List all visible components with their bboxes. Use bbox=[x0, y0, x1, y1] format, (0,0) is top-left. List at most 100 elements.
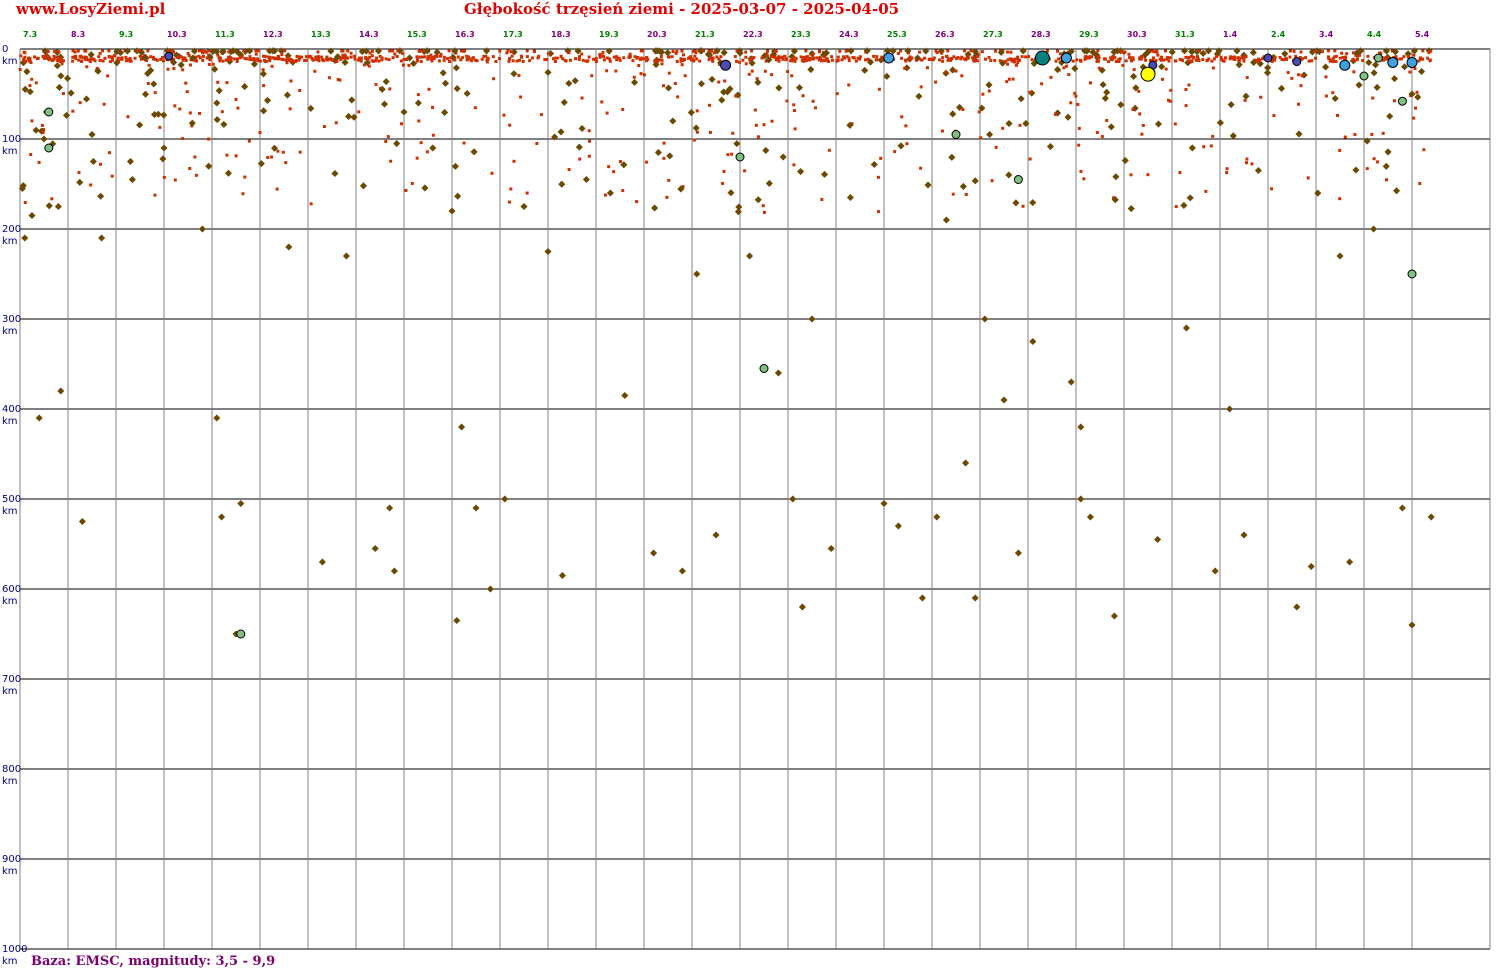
quake-point-large bbox=[44, 143, 54, 153]
quake-point bbox=[815, 56, 819, 60]
quake-point bbox=[1197, 59, 1201, 63]
quake-point bbox=[1240, 531, 1248, 539]
quake-point bbox=[1239, 56, 1243, 60]
quake-point bbox=[1140, 54, 1144, 58]
quake-point bbox=[227, 55, 231, 59]
quake-point bbox=[1256, 59, 1260, 63]
quake-point bbox=[248, 55, 252, 59]
quake-point bbox=[99, 162, 103, 166]
quake-point bbox=[687, 109, 695, 117]
quake-point bbox=[1180, 59, 1184, 63]
quake-point bbox=[151, 57, 155, 61]
quake-point bbox=[752, 55, 756, 59]
quake-point bbox=[605, 56, 609, 60]
quake-point bbox=[639, 72, 643, 76]
quake-point bbox=[1211, 134, 1215, 138]
quake-point bbox=[903, 66, 907, 70]
quake-point bbox=[155, 58, 159, 62]
quake-point bbox=[637, 64, 641, 68]
quake-point bbox=[498, 49, 502, 53]
quake-point bbox=[1054, 59, 1058, 63]
quake-point bbox=[1270, 59, 1274, 63]
quake-point bbox=[811, 99, 815, 103]
quake-point bbox=[587, 55, 591, 59]
quake-point bbox=[116, 56, 120, 60]
quake-point bbox=[830, 55, 834, 59]
quake-point bbox=[627, 55, 631, 59]
quake-point bbox=[1428, 59, 1432, 63]
quake-point bbox=[89, 183, 93, 187]
quake-point bbox=[558, 571, 566, 580]
y-tick-unit: km bbox=[2, 146, 18, 157]
quake-point bbox=[1229, 55, 1233, 59]
quake-point bbox=[1327, 57, 1331, 61]
quake-point bbox=[470, 148, 478, 156]
quake-point bbox=[1122, 51, 1126, 55]
quake-point bbox=[129, 59, 133, 63]
site-logo-text[interactable]: www.LosyZiemi.pl bbox=[16, 0, 166, 18]
quake-point bbox=[956, 103, 964, 111]
quake-point bbox=[284, 161, 288, 165]
quake-point bbox=[948, 153, 956, 161]
quake-point bbox=[695, 57, 699, 61]
x-tick-label: 8.3 bbox=[71, 30, 85, 39]
quake-point bbox=[23, 55, 27, 59]
quake-point bbox=[1390, 75, 1399, 83]
quake-point bbox=[35, 414, 43, 422]
quake-point bbox=[1110, 612, 1118, 620]
quake-point bbox=[612, 55, 616, 59]
quake-point bbox=[792, 163, 796, 167]
quake-point bbox=[602, 55, 606, 59]
quake-point bbox=[254, 58, 258, 62]
quake-point bbox=[633, 55, 637, 59]
quake-point bbox=[246, 47, 254, 55]
quake-point bbox=[371, 544, 379, 553]
quake-point bbox=[1272, 114, 1276, 118]
quake-point bbox=[386, 135, 390, 139]
quake-point bbox=[574, 47, 582, 55]
quake-point bbox=[962, 459, 970, 467]
quake-point bbox=[1112, 196, 1116, 200]
quake-point bbox=[561, 57, 565, 61]
quake-point bbox=[215, 87, 223, 95]
quake-point bbox=[357, 56, 361, 60]
quake-point bbox=[284, 58, 288, 62]
quake-point bbox=[1194, 58, 1198, 62]
quake-point bbox=[621, 391, 629, 400]
quake-point bbox=[1418, 182, 1422, 186]
quake-point bbox=[509, 187, 513, 191]
quake-point bbox=[993, 58, 997, 62]
quake-point bbox=[30, 119, 34, 123]
quake-point bbox=[378, 85, 386, 93]
quake-point bbox=[1007, 77, 1011, 81]
quake-point bbox=[166, 67, 170, 71]
quake-point bbox=[1024, 55, 1028, 59]
quake-point bbox=[86, 58, 90, 62]
quake-point bbox=[67, 89, 75, 97]
quake-point bbox=[1006, 50, 1010, 54]
quake-point bbox=[785, 99, 789, 103]
quake-point bbox=[74, 56, 78, 60]
quake-point bbox=[919, 58, 923, 62]
quake-point bbox=[146, 81, 150, 85]
quake-point bbox=[908, 55, 912, 59]
quake-point bbox=[268, 59, 272, 63]
quake-point bbox=[426, 57, 430, 61]
quake-point bbox=[1224, 56, 1228, 60]
quake-point bbox=[1138, 112, 1142, 116]
quake-point bbox=[1365, 167, 1369, 171]
quake-point bbox=[380, 56, 384, 60]
quake-point bbox=[1174, 205, 1178, 209]
quake-point bbox=[439, 52, 443, 56]
quake-point bbox=[387, 58, 391, 62]
x-tick-label: 25.3 bbox=[887, 30, 907, 39]
quake-point bbox=[1130, 72, 1138, 80]
quake-point bbox=[346, 56, 350, 60]
quake-point bbox=[375, 56, 379, 60]
quake-point bbox=[766, 49, 770, 53]
quake-point bbox=[508, 56, 512, 60]
quake-point bbox=[774, 369, 782, 377]
quake-point bbox=[98, 52, 102, 56]
quake-point bbox=[1187, 59, 1191, 63]
quake-point bbox=[400, 108, 408, 116]
